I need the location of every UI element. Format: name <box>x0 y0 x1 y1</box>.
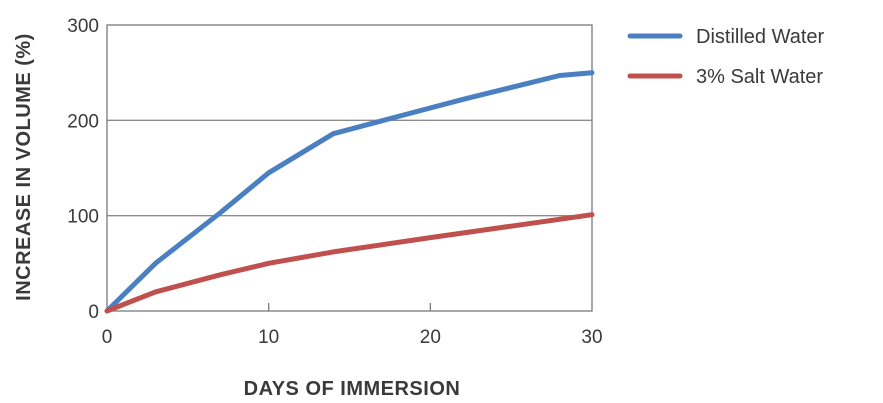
series-line-2 <box>104 212 595 314</box>
x-tick-label-0: 0 <box>102 327 113 348</box>
y-tick-label-300: 300 <box>67 16 99 37</box>
y-tick-label-100: 100 <box>67 207 99 228</box>
series-lines <box>104 70 595 314</box>
legend: Distilled Water 3% Salt Water <box>627 26 825 88</box>
plot-frame <box>106 24 593 312</box>
x-tick-label-20: 20 <box>420 327 441 348</box>
x-tick-label-10: 10 <box>258 327 279 348</box>
legend-label-2: 3% Salt Water <box>696 66 823 88</box>
tick-labels: 0 100 200 300 0 10 20 30 <box>67 16 602 348</box>
y-tick-label-0: 0 <box>88 302 99 323</box>
x-axis-title: DAYS OF IMMERSION <box>244 378 461 398</box>
gridlines <box>107 119 592 217</box>
y-axis-title: INCREASE IN VOLUME (%) <box>13 33 35 301</box>
series-line-1 <box>104 70 595 314</box>
y-tick-label-200: 200 <box>67 111 99 132</box>
x-tick-label-30: 30 <box>581 327 602 348</box>
legend-label-1: Distilled Water <box>696 26 825 48</box>
plot-area-border <box>106 24 593 312</box>
